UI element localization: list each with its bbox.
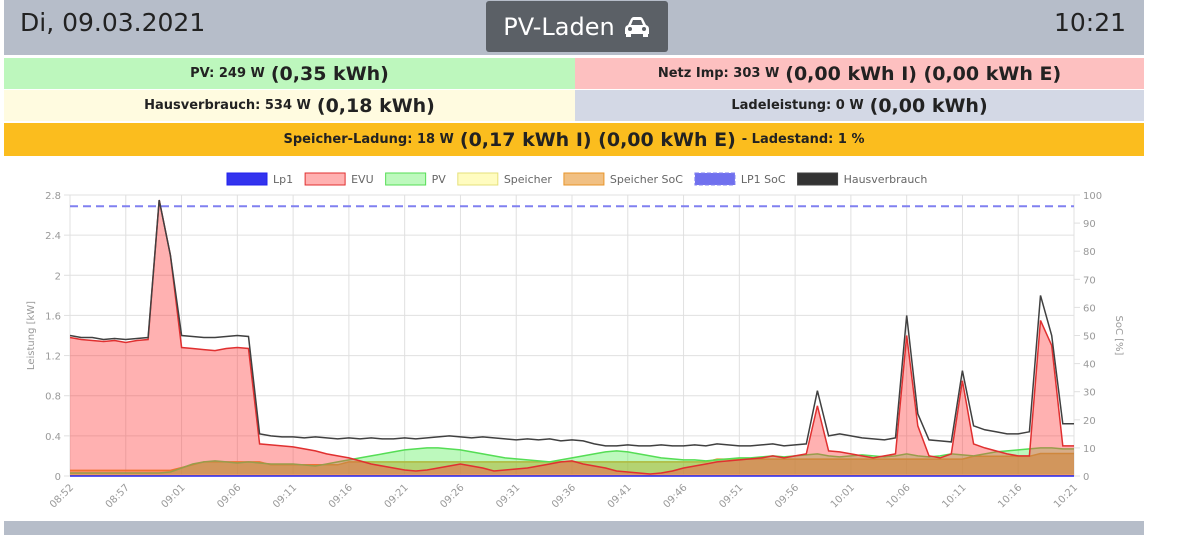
y2-tick-label: 10 (1083, 444, 1096, 455)
x-tick-label: 10:16 (996, 482, 1024, 510)
legend-label: PV (432, 173, 447, 186)
status-label: Netz Imp: 303 W (657, 66, 780, 81)
y-tick-label: 1.2 (45, 352, 61, 363)
y-tick-label: 0 (55, 472, 61, 483)
x-tick-label: 08:57 (104, 482, 132, 510)
date: Di, 09.03.2021 (20, 8, 206, 37)
legend-swatch (563, 172, 605, 186)
bottom-bar (4, 521, 1144, 535)
status-energy: (0,00 kWh I) (0,00 kWh E) (785, 62, 1062, 85)
line (69, 199, 1074, 475)
y2-tick-label: 60 (1083, 303, 1096, 314)
legend-swatch (304, 172, 346, 186)
legend-label: LP1 SoC (741, 173, 786, 186)
status-label: Ladeleistung: 0 W (731, 98, 864, 113)
y2-axis-label: SoC [%] (1113, 316, 1124, 356)
x-tick-label: 09:16 (327, 482, 355, 510)
y-tick-label: 2.4 (45, 231, 61, 242)
legend-label: Hausverbrauch (844, 173, 928, 186)
x-tick-label: 10:21 (1052, 482, 1080, 510)
x-tick-label: 09:06 (215, 482, 243, 510)
x-tick-label: 10:06 (885, 482, 913, 510)
button-label[interactable]: PV-Laden (503, 12, 615, 41)
x-tick-label: 09:41 (606, 482, 634, 510)
y2-tick-label: 0 (1083, 472, 1089, 483)
legend-swatch (457, 172, 499, 186)
status-energy: (0,18 kWh) (316, 94, 435, 117)
car-icon (624, 16, 649, 37)
lade-status: Ladeleistung: 0 W (0,00 kWh) (575, 90, 1144, 121)
legend-swatch (226, 172, 268, 186)
y2-tick-label: 30 (1083, 388, 1096, 399)
y2-tick-label: 90 (1083, 219, 1096, 230)
x-tick-label: 09:31 (494, 482, 522, 510)
x-tick-label: 09:11 (271, 482, 299, 510)
legend-label: Speicher SoC (610, 173, 683, 186)
area (70, 200, 1074, 476)
x-tick-label: 09:51 (717, 482, 745, 510)
legend-label: Lp1 (273, 173, 293, 186)
line (70, 452, 1074, 472)
y2-tick-label: 50 (1083, 332, 1096, 343)
status-energy: (0,35 kWh) (270, 62, 389, 85)
y-tick-label: 1.6 (45, 311, 61, 322)
pv-status: PV: 249 W (0,35 kWh) (4, 58, 575, 89)
x-tick-label: 08:52 (48, 482, 76, 510)
status-soc: - Ladestand: 1 % (741, 132, 865, 147)
haus-status: Hausverbrauch: 534 W (0,18 kWh) (4, 90, 575, 121)
y-tick-label: 0.8 (45, 392, 61, 403)
y-tick-label: 0.4 (45, 432, 61, 443)
netz-status: Netz Imp: 303 W (0,00 kWh I) (0,00 kWh E… (575, 58, 1144, 89)
pv-laden-button[interactable]: PV-Laden (486, 1, 668, 52)
x-tick-label: 09:36 (550, 482, 578, 510)
time: 10:21 (1053, 8, 1126, 37)
x-tick-label: 09:01 (160, 482, 188, 510)
x-tick-label: 09:26 (438, 482, 466, 510)
y-tick-label: 2 (55, 271, 61, 282)
line (70, 447, 1074, 474)
y2-tick-label: 80 (1083, 247, 1096, 258)
status-energy: (0,17 kWh I) (0,00 kWh E) (459, 128, 736, 151)
y-tick-label: 2.8 (45, 191, 61, 202)
header-bar: Di, 09.03.2021 PV-Laden 10:21 (4, 0, 1144, 55)
x-tick-label: 09:21 (383, 482, 411, 510)
chart: Leistung [kW] SoC [%] 0 0.4 0.8 1.2 1.6 2 2.4 2.8… (26, 172, 1124, 511)
status-label: Speicher-Ladung: 18 W (283, 132, 454, 147)
y2-tick-label: 20 (1083, 416, 1096, 427)
status-label: PV: 249 W (190, 66, 265, 81)
legend-swatch (385, 172, 427, 186)
y2-tick-label: 70 (1083, 275, 1096, 286)
x-tick-label: 09:46 (662, 482, 690, 510)
status-energy: (0,00 kWh) (869, 94, 988, 117)
y-axis-label: Leistung [kW] (26, 301, 37, 370)
legend-swatch (694, 172, 736, 186)
legend-label: Speicher (504, 173, 553, 186)
y2-tick-label: 100 (1083, 191, 1102, 202)
x-tick-label: 10:01 (829, 482, 857, 510)
speicher-status: Speicher-Ladung: 18 W (0,17 kWh I) (0,00… (4, 123, 1144, 156)
legend-swatch (797, 172, 839, 186)
x-tick-label: 09:56 (773, 482, 801, 510)
legend-label: EVU (351, 173, 374, 186)
status-label: Hausverbrauch: 534 W (144, 98, 311, 113)
line (69, 199, 1074, 447)
x-tick-label: 10:11 (940, 482, 968, 510)
y2-tick-label: 40 (1083, 360, 1096, 371)
